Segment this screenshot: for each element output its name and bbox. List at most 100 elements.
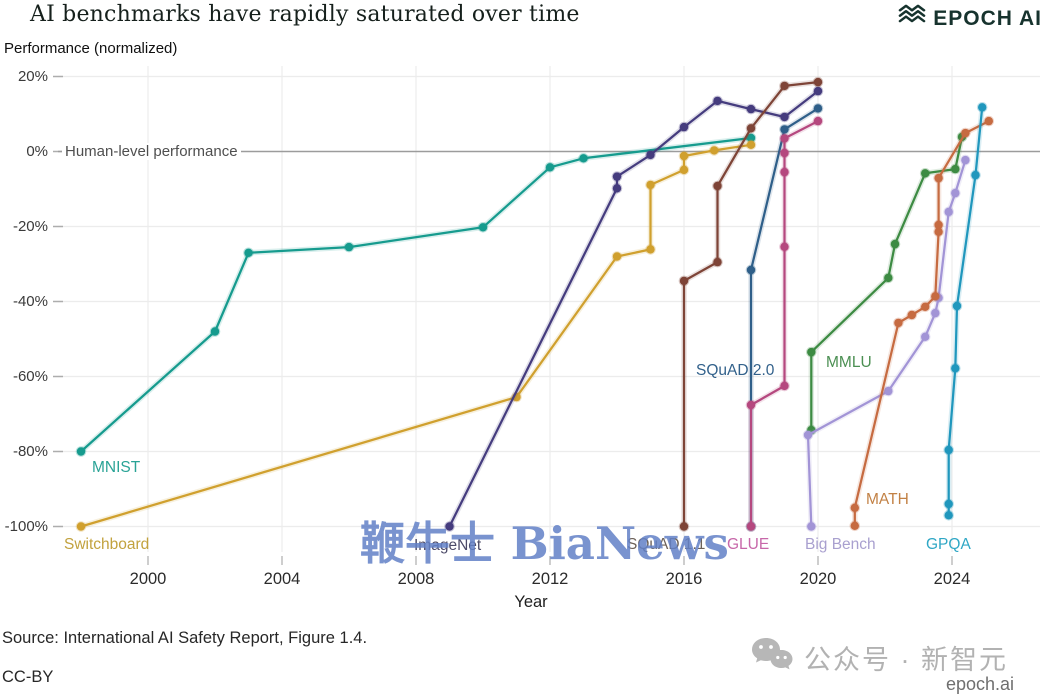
series-imagenet-point-3 xyxy=(645,149,656,161)
series-big-bench-point-2 xyxy=(882,385,894,397)
series-math-point-7 xyxy=(933,219,944,231)
y-axis-title: Performance (normalized) xyxy=(4,40,178,57)
series-glue-point-2 xyxy=(779,380,790,392)
series-big-bench-point-3 xyxy=(919,331,931,343)
x-tick-label-2020: 2020 xyxy=(799,570,837,588)
x-tick-label-2016: 2016 xyxy=(665,570,703,588)
series-label-switchboard: Switchboard xyxy=(64,536,150,553)
y-tick-label--60%: -60% xyxy=(12,367,48,385)
y-tick-label--40%: -40% xyxy=(12,292,48,310)
series-squad-1-1-point-6 xyxy=(812,76,824,88)
series-glue-point-1 xyxy=(745,399,757,411)
series-imagenet-point-0 xyxy=(444,521,455,532)
series-squad-2-0-point-2 xyxy=(779,124,790,135)
series-squad-1-1-point-0 xyxy=(678,521,690,532)
series-big-bench-point-1 xyxy=(802,429,814,441)
x-axis-title: Year xyxy=(514,593,548,611)
y-tick-label-20%: 20% xyxy=(17,67,48,85)
series-math-point-5 xyxy=(929,290,941,302)
series-math-point-1 xyxy=(849,502,861,514)
series-imagenet-line xyxy=(448,89,820,528)
series-big-bench-point-8 xyxy=(960,154,971,166)
series-glue-point-5 xyxy=(779,147,790,159)
series-switchboard-point-7 xyxy=(708,145,720,156)
series-math-point-9 xyxy=(960,127,971,139)
bianews-watermark: 鞭牛士 BiaNews xyxy=(360,517,729,570)
y-tick-label-0%: 0% xyxy=(26,142,48,160)
series-squad-1-1-point-1 xyxy=(678,275,690,287)
series-label-mmlu: MMLU xyxy=(826,354,872,371)
series-mmlu-point-5 xyxy=(949,163,961,175)
series-glue-point-0 xyxy=(745,521,757,532)
wechat-watermark: 公众号 · 新智元 xyxy=(750,636,1008,679)
page-title: AI benchmarks have rapidly saturated ove… xyxy=(30,2,580,27)
series-switchboard-point-0 xyxy=(75,521,87,532)
series-mnist-point-1 xyxy=(209,326,221,337)
series-squad-2-0-point-3 xyxy=(812,103,824,114)
license-note: CC-BY xyxy=(2,668,54,686)
series-squad-1-1-point-4 xyxy=(745,123,757,134)
series-imagenet-point-4 xyxy=(678,121,690,133)
series-label-big-bench: Big Bench xyxy=(805,536,876,553)
series-switchboard-point-5 xyxy=(678,164,690,176)
series-imagenet-point-1 xyxy=(611,183,623,194)
series-mnist-line xyxy=(79,136,753,453)
series-imagenet-point-6 xyxy=(745,103,757,115)
series-switchboard-point-4 xyxy=(645,179,656,191)
x-tick-label-2004: 2004 xyxy=(263,570,301,588)
series-math-point-8 xyxy=(933,172,944,184)
series-mnist-point-4 xyxy=(477,222,489,233)
wechat-watermark-text: 公众号 · 新智元 xyxy=(804,645,1008,675)
series-imagenet-point-2 xyxy=(611,171,623,182)
series-imagenet-halo xyxy=(446,88,821,530)
series-math-point-4 xyxy=(919,301,931,313)
series-switchboard-point-3 xyxy=(645,244,656,255)
human-level-annotation: Human-level performance xyxy=(62,143,241,160)
source-note: Source: International AI Safety Report, … xyxy=(2,629,368,647)
x-tick-label-2000: 2000 xyxy=(129,570,167,588)
series-squad-1-1-point-5 xyxy=(779,80,790,92)
series-gpqa-point-4 xyxy=(951,300,963,312)
series-big-bench-halo xyxy=(805,157,969,530)
series-big-bench-point-7 xyxy=(949,187,961,199)
series-label-gpqa: GPQA xyxy=(926,536,971,553)
x-tick-label-2024: 2024 xyxy=(933,570,971,588)
x-tick-label-2008: 2008 xyxy=(397,570,435,588)
series-imagenet-point-7 xyxy=(779,111,790,123)
series-squad-1-1-point-2 xyxy=(712,256,723,268)
series-label-squad-2-0: SQuAD 2.0 xyxy=(696,362,775,379)
series-gpqa-point-6 xyxy=(976,102,988,113)
series-imagenet-point-5 xyxy=(712,95,723,107)
series-label-squad-1-1: SQuAD 1.1 xyxy=(627,536,706,553)
y-tick-label--20%: -20% xyxy=(12,217,48,235)
series-gpqa-point-0 xyxy=(943,509,954,521)
series-mmlu-point-1 xyxy=(805,346,817,358)
y-tick-label--100%: -100% xyxy=(4,517,48,535)
series-big-bench-point-0 xyxy=(805,521,817,532)
series-mmlu-point-4 xyxy=(919,168,931,179)
series-glue-point-6 xyxy=(779,133,790,144)
wechat-icon xyxy=(750,636,794,679)
series-imagenet-point-8 xyxy=(812,85,824,97)
series-switchboard-point-8 xyxy=(745,139,757,151)
series-squad-2-0-point-1 xyxy=(745,264,757,276)
series-big-bench-point-4 xyxy=(929,307,941,319)
y-tick-label--80%: -80% xyxy=(12,442,48,460)
series-gpqa-point-1 xyxy=(943,498,954,510)
series-squad-2-0-line xyxy=(749,107,820,528)
epoch-ai-url: epoch.ai xyxy=(945,674,1014,694)
series-squad-1-1-point-3 xyxy=(712,180,723,192)
series-math-point-3 xyxy=(906,309,918,321)
series-gpqa-point-3 xyxy=(949,362,961,374)
series-label-math: MATH xyxy=(866,491,909,508)
series-glue-point-3 xyxy=(779,241,790,253)
series-label-glue: GLUE xyxy=(727,536,770,553)
series-label-mnist: MNIST xyxy=(92,459,141,476)
epoch-ai-wordmark: EPOCH AI xyxy=(933,6,1042,30)
series-math-point-2 xyxy=(893,317,904,329)
series-mnist-point-2 xyxy=(243,247,254,259)
series-mnist-point-6 xyxy=(578,153,589,164)
series-mnist-point-5 xyxy=(544,162,556,173)
